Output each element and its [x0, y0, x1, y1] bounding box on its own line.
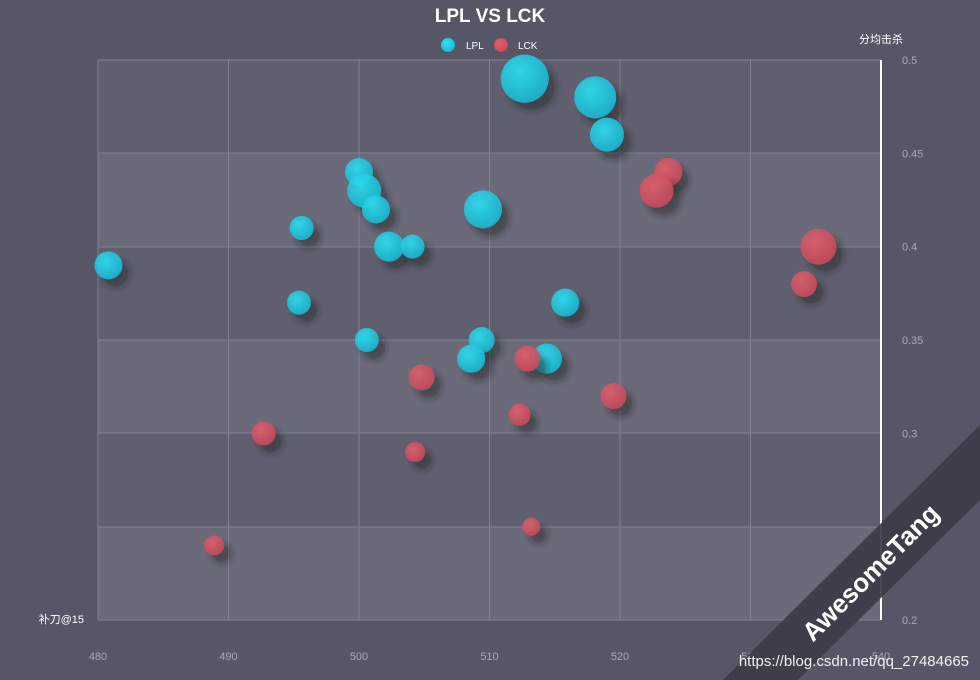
- y-axis-ticks: 0.5 0.45 0.4 0.35 0.3 0.2: [902, 55, 923, 627]
- x-tick-label: 500: [350, 651, 368, 663]
- data-point-lck[interactable]: [405, 442, 426, 462]
- x-tick-label: 490: [219, 651, 237, 663]
- data-point-lpl[interactable]: [94, 251, 123, 280]
- data-point-lck[interactable]: [508, 403, 531, 426]
- x-axis-ticks: 480490500510520530540: [89, 651, 890, 663]
- x-tick-label: 480: [89, 651, 107, 663]
- data-point-lpl[interactable]: [574, 76, 617, 119]
- ribbon-band: [723, 425, 980, 680]
- data-point-lpl[interactable]: [589, 117, 624, 152]
- data-point-lck[interactable]: [600, 383, 627, 409]
- legend-lck-label: LCK: [518, 41, 538, 52]
- y-tick-label: 0.4: [902, 242, 917, 254]
- y-tick-label: 0.3: [902, 428, 917, 440]
- legend-lpl-swatch: [441, 38, 455, 52]
- data-point-lck[interactable]: [204, 535, 225, 556]
- x-tick-label: 540: [872, 651, 890, 663]
- data-points: [94, 54, 837, 556]
- data-point-lck[interactable]: [522, 517, 541, 536]
- y-tick-label: 0.2: [902, 615, 917, 627]
- data-point-lpl[interactable]: [463, 190, 502, 229]
- legend-item-lck[interactable]: LCK: [494, 38, 538, 52]
- data-point-lpl[interactable]: [531, 343, 562, 374]
- x-tick-label: 510: [480, 651, 498, 663]
- data-point-lpl[interactable]: [400, 234, 425, 259]
- y-tick-label: 0.45: [902, 148, 923, 160]
- y-axis-label: 分均击杀: [859, 32, 903, 46]
- chart-title: LPL VS LCK: [435, 6, 546, 27]
- y-tick-label: 0.5: [902, 55, 917, 67]
- data-point-lck[interactable]: [251, 421, 276, 446]
- watermark-url: https://blog.csdn.net/qq_27484665: [739, 653, 969, 670]
- x-tick-label: 520: [611, 651, 629, 663]
- y-tick-label: 0.35: [902, 335, 923, 347]
- data-point-lpl[interactable]: [289, 216, 314, 240]
- data-point-lpl[interactable]: [374, 231, 405, 262]
- data-point-lck[interactable]: [639, 173, 674, 208]
- legend-lpl-label: LPL: [466, 41, 484, 52]
- data-point-lpl[interactable]: [286, 290, 311, 315]
- legend-item-lpl[interactable]: LPL: [441, 38, 484, 52]
- data-point-lck[interactable]: [408, 364, 435, 391]
- data-point-lck[interactable]: [514, 345, 541, 372]
- data-point-lpl[interactable]: [500, 54, 549, 103]
- data-point-lpl[interactable]: [354, 328, 379, 352]
- data-point-lck[interactable]: [791, 271, 818, 297]
- data-point-lck[interactable]: [800, 228, 837, 265]
- data-point-lpl[interactable]: [457, 344, 486, 373]
- data-point-lpl[interactable]: [551, 288, 580, 317]
- data-point-lpl[interactable]: [361, 195, 390, 224]
- legend: LPL LCK: [441, 38, 538, 52]
- legend-lck-swatch: [494, 38, 508, 52]
- x-axis-label: 补刀@15: [39, 613, 84, 626]
